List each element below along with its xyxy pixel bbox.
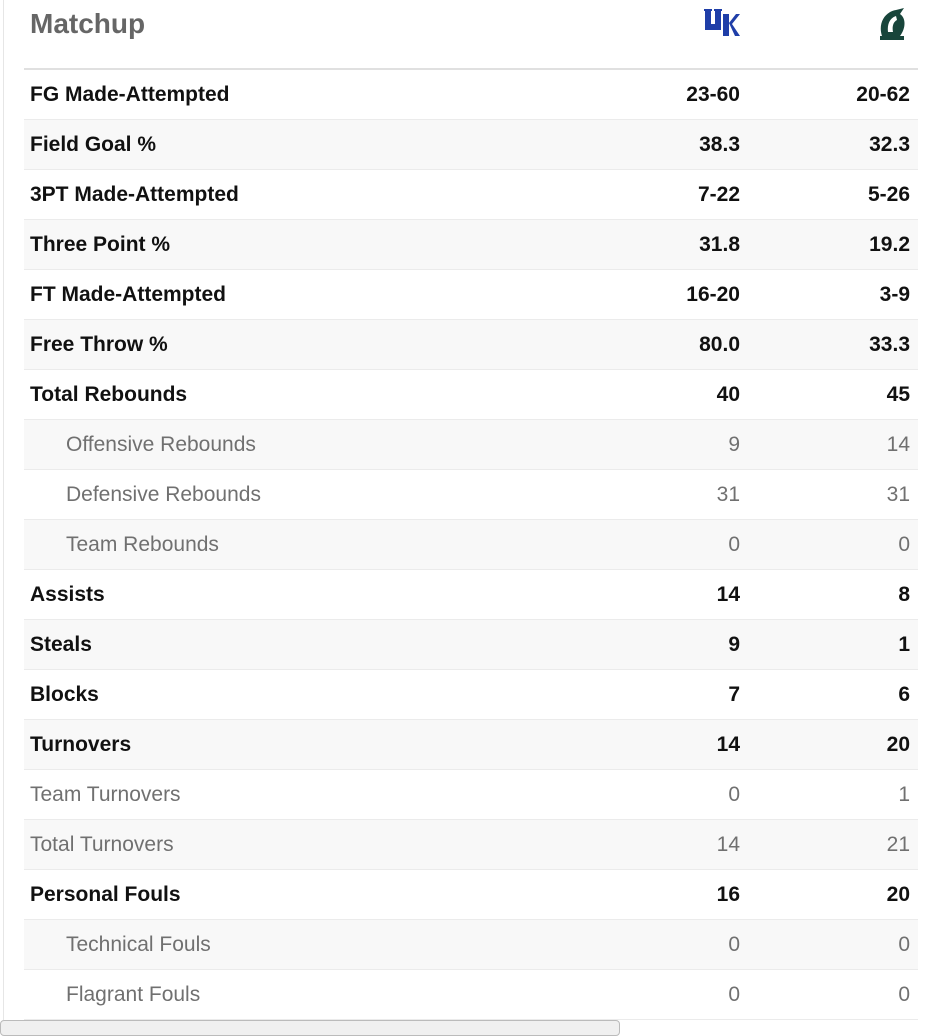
stat-label: Team Turnovers (30, 783, 181, 806)
stat-row: Team Rebounds 0 0 (24, 520, 918, 570)
stat-value: 23-60 (686, 83, 740, 106)
stat-value: 0 (898, 533, 910, 556)
stat-row: FT Made-Attempted 16-20 3-9 (24, 270, 918, 320)
stat-row: Technical Fouls 0 0 (24, 920, 918, 970)
header: Matchup (24, 0, 918, 70)
stat-value: 14 (716, 583, 740, 606)
stat-label: Turnovers (30, 733, 132, 756)
stat-row: Blocks 7 6 (24, 670, 918, 720)
stat-label: Free Throw % (30, 333, 168, 356)
stat-value: 38.3 (699, 133, 740, 156)
stat-row: Three Point % 31.8 19.2 (24, 220, 918, 270)
stat-row: Offensive Rebounds 9 14 (24, 420, 918, 470)
stat-label: Assists (30, 583, 105, 606)
stat-value: 0 (898, 983, 910, 1006)
stat-value: 1 (898, 633, 910, 656)
stat-row: 3PT Made-Attempted 7-22 5-26 (24, 170, 918, 220)
stat-value: 40 (716, 383, 740, 406)
stat-label: FG Made-Attempted (30, 83, 230, 106)
stat-value: 20 (886, 883, 910, 906)
stat-label: Personal Fouls (30, 883, 181, 906)
stat-row: Field Goal % 38.3 32.3 (24, 120, 918, 170)
stat-label: Team Rebounds (66, 533, 219, 556)
stat-value: 6 (898, 683, 910, 706)
stat-label: FT Made-Attempted (30, 283, 226, 306)
stat-row: Total Turnovers 14 21 (24, 820, 918, 870)
title: Matchup (30, 8, 146, 39)
stat-value: 14 (886, 433, 910, 456)
stat-value: 7-22 (697, 183, 740, 206)
stat-value: 21 (886, 833, 910, 856)
stat-label: Technical Fouls (66, 933, 211, 956)
stat-value: 0 (728, 533, 740, 556)
stats-table: FG Made-Attempted 23-60 20-62 Field Goal % 3… (24, 70, 918, 1020)
stat-value: 8 (898, 583, 910, 606)
stat-value: 16-20 (686, 283, 740, 306)
stat-label: Offensive Rebounds (66, 433, 256, 456)
stat-label: Field Goal % (30, 133, 157, 156)
stat-value: 16 (716, 883, 740, 906)
stat-value: 3-9 (879, 283, 910, 306)
stat-value: 0 (728, 783, 740, 806)
stat-value: 5-26 (867, 183, 910, 206)
team-logo-kentucky (704, 9, 740, 36)
stat-row: FG Made-Attempted 23-60 20-62 (24, 70, 918, 120)
stat-value: 32.3 (869, 133, 910, 156)
stat-row: Flagrant Fouls 0 0 (24, 970, 918, 1020)
stat-value: 80.0 (699, 333, 740, 356)
stat-value: 0 (898, 933, 910, 956)
stat-value: 31.8 (699, 233, 740, 256)
stat-row: Team Turnovers 0 1 (24, 770, 918, 820)
team-logo-michigan-state (880, 8, 905, 40)
stat-label: Total Rebounds (30, 383, 188, 406)
stat-row: Personal Fouls 16 20 (24, 870, 918, 920)
stat-value: 14 (716, 733, 740, 756)
stat-value: 0 (728, 933, 740, 956)
stat-value: 45 (886, 383, 910, 406)
stat-value: 19.2 (869, 233, 910, 256)
stat-label: Steals (30, 633, 92, 656)
stat-value: 1 (898, 783, 910, 806)
stat-row: Assists 14 8 (24, 570, 918, 620)
stat-value: 31 (716, 483, 740, 506)
stat-label: Total Turnovers (30, 833, 174, 856)
stat-value: 20 (886, 733, 910, 756)
stat-label: Defensive Rebounds (66, 483, 261, 506)
stat-value: 31 (886, 483, 910, 506)
stat-label: 3PT Made-Attempted (30, 183, 239, 206)
stat-row: Total Rebounds 40 45 (24, 370, 918, 420)
stat-row: Free Throw % 80.0 33.3 (24, 320, 918, 370)
stat-value: 0 (728, 983, 740, 1006)
scrollbar[interactable] (0, 1020, 620, 1036)
stat-value: 14 (716, 833, 740, 856)
stat-row: Turnovers 14 20 (24, 720, 918, 770)
stat-value: 20-62 (856, 83, 910, 106)
stat-value: 7 (728, 683, 740, 706)
stat-label: Blocks (30, 683, 99, 706)
left-border (3, 0, 4, 1020)
stat-row: Steals 9 1 (24, 620, 918, 670)
stat-label: Three Point % (30, 233, 171, 256)
stat-value: 33.3 (869, 333, 910, 356)
stat-value: 9 (728, 633, 740, 656)
stat-label: Flagrant Fouls (66, 983, 201, 1006)
stat-value: 9 (728, 433, 740, 456)
stat-row: Defensive Rebounds 31 31 (24, 470, 918, 520)
